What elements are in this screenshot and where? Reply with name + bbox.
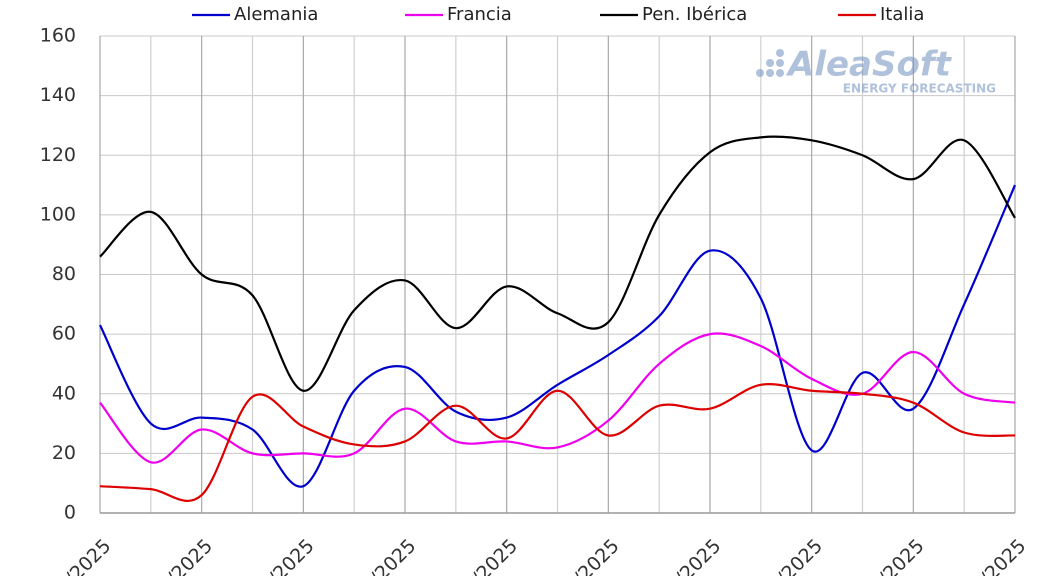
y-tick-label: 140: [40, 84, 76, 106]
logo-dot: [776, 49, 784, 57]
legend-label: Alemania: [234, 4, 318, 25]
logo-dot: [756, 69, 764, 77]
series-line: [99, 184, 1017, 488]
y-tick-label: 20: [52, 442, 76, 464]
y-tick-label: 40: [52, 382, 76, 404]
x-tick-label: /2025: [163, 535, 217, 576]
y-tick-label: 160: [40, 25, 76, 47]
y-tick-label: 60: [52, 323, 76, 345]
x-tick-label: /2025: [773, 535, 827, 576]
y-tick-label: 0: [64, 502, 76, 524]
y-tick-label: 100: [40, 203, 76, 225]
x-tick-label: /2025: [874, 535, 928, 576]
watermark: AleaSoft ENERGY FORECASTING: [756, 45, 996, 96]
legend-label: Pen. Ibérica: [642, 4, 747, 25]
x-tick-label: /2025: [468, 535, 522, 576]
x-tick-label: /2025: [569, 535, 623, 576]
watermark-subtitle: ENERGY FORECASTING: [843, 82, 996, 96]
grid: [99, 35, 1016, 514]
legend-label: Italia: [880, 4, 924, 25]
series-line: [99, 135, 1016, 392]
x-tick-label: /2025: [671, 535, 725, 576]
x-tick-label: /2025: [264, 535, 318, 576]
logo-dot: [776, 59, 784, 67]
y-tick-label: 80: [52, 263, 76, 285]
logo-dot: [766, 69, 774, 77]
watermark-title: AleaSoft: [785, 45, 953, 85]
x-tick-label: /2025: [976, 535, 1030, 576]
x-tick-label: /2025: [366, 535, 420, 576]
logo-dot: [776, 69, 784, 77]
x-tick-label: /2025: [61, 535, 115, 576]
y-tick-label: 120: [40, 144, 76, 166]
series-line: [99, 383, 1016, 502]
logo-dot: [766, 59, 774, 67]
legend-label: Francia: [447, 4, 512, 25]
